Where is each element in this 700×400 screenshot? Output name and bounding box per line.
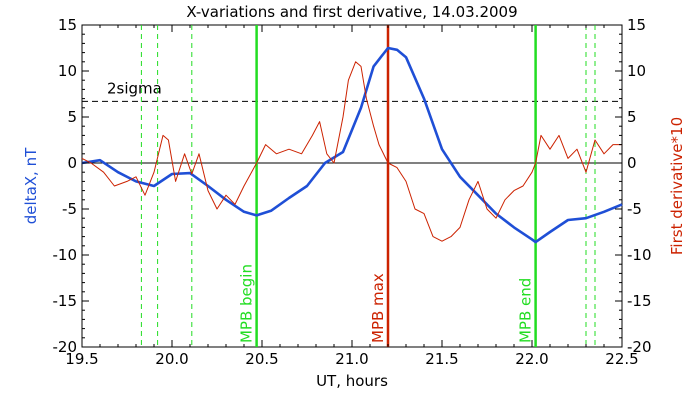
sigma-threshold-label: 2sigma (107, 79, 162, 97)
y-tick-label-left: -20 (53, 338, 78, 356)
y-tick-label-right: 10 (627, 62, 646, 80)
y-tick-label-right: -20 (627, 338, 652, 356)
y-tick-label-left: -15 (53, 292, 78, 310)
x-tick-label: 20.5 (245, 350, 278, 368)
mpb-marker-label: MPB begin (238, 264, 256, 343)
plot-frame (81, 24, 623, 348)
mpb-marker-label: MPB end (517, 278, 535, 343)
y-tick-label-right: -5 (627, 200, 642, 218)
sigma-line-group: 2sigma (82, 79, 622, 102)
ticks-group (81, 24, 623, 348)
x-tick-label: 22.5 (605, 350, 638, 368)
y-tick-label-left: 5 (67, 108, 77, 126)
mpb-marker-label: MPB max (369, 273, 387, 343)
x-tick-label: 21.0 (335, 350, 368, 368)
y-tick-label-right: -15 (627, 292, 652, 310)
y-tick-label-left: -10 (53, 246, 78, 264)
x-tick-label: 19.5 (65, 350, 98, 368)
tick-labels-group: 19.5 20.0 20.5 21.0 21.5 22.0 22.5 15 10 5 0 -5 -10 -… (53, 16, 652, 368)
y-tick-label-right: 0 (627, 154, 637, 172)
x-tick-label: 20.0 (155, 350, 188, 368)
chart-title: X-variations and first derivative, 14.03… (186, 3, 517, 21)
y-tick-label-right: -10 (627, 246, 652, 264)
y-tick-label-left: 15 (58, 16, 77, 34)
x-tick-label: 22.0 (515, 350, 548, 368)
marker-lines-group: MPB begin MPB max MPB end (238, 25, 537, 347)
y-axis-label-left: deltaX, nT (22, 147, 40, 224)
x-axis-label: UT, hours (316, 372, 388, 390)
derivative-series-line (81, 61, 622, 242)
x-tick-label: 21.5 (425, 350, 458, 368)
deltax-series-line (81, 46, 623, 244)
y-tick-label-right: 5 (627, 108, 637, 126)
series-group (81, 46, 623, 244)
y-tick-label-right: 15 (627, 16, 646, 34)
y-tick-label-left: 0 (67, 154, 77, 172)
y-tick-label-left: 10 (58, 62, 77, 80)
y-tick-label-left: -5 (62, 200, 77, 218)
y-axis-label-right: First derivative*10 (668, 117, 686, 255)
